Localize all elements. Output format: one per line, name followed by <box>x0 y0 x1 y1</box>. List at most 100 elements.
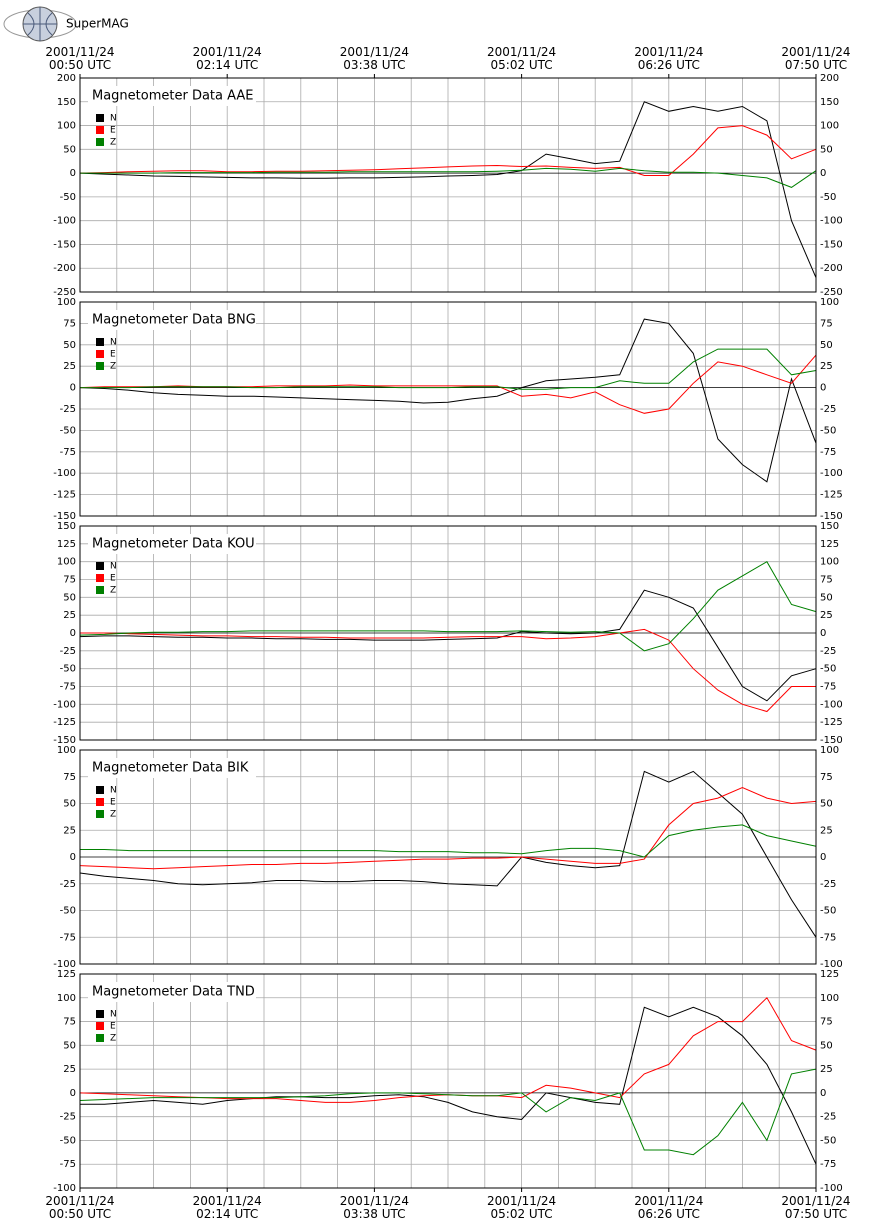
y-tick-label-right: 0 <box>820 383 826 394</box>
x-tick-label: 2001/11/24 00:50 UTC <box>45 1194 115 1221</box>
x-tick-label: 2001/11/24 06:26 UTC <box>634 45 704 72</box>
y-tick-label-right: -125 <box>820 490 843 501</box>
y-tick-label: -25 <box>60 404 76 415</box>
y-tick-label: -250 <box>53 287 76 298</box>
y-tick-label: 50 <box>63 340 76 351</box>
y-tick-label: 100 <box>57 745 76 756</box>
legend-swatch <box>96 126 104 134</box>
legend-label: N <box>110 338 117 348</box>
legend-label: N <box>110 1010 117 1020</box>
y-tick-label-right: 150 <box>820 97 839 108</box>
y-tick-label: -150 <box>53 239 76 250</box>
y-tick-label: -50 <box>60 425 76 436</box>
y-tick-label-right: -75 <box>820 932 836 943</box>
y-tick-label: 0 <box>70 852 76 863</box>
x-tick-label: 2001/11/24 03:38 UTC <box>339 1194 409 1221</box>
y-tick-label-right: 25 <box>820 825 833 836</box>
y-tick-label-right: -75 <box>820 1159 836 1170</box>
title-box <box>88 982 256 1002</box>
series-line <box>80 824 817 858</box>
y-tick-label-right: 0 <box>820 168 826 179</box>
y-tick-label-right: 100 <box>820 993 839 1004</box>
title-box <box>88 758 256 778</box>
y-tick-label: 25 <box>63 361 76 372</box>
y-tick-label-right: 50 <box>820 592 833 603</box>
legend-swatch <box>96 362 104 370</box>
legend-label: E <box>110 350 116 360</box>
y-tick-label: 150 <box>57 97 76 108</box>
legend-swatch <box>96 574 104 582</box>
y-tick-label-right: 25 <box>820 610 833 621</box>
legend-swatch <box>96 562 104 570</box>
legend-swatch <box>96 586 104 594</box>
series-line <box>80 1006 817 1165</box>
y-tick-label: 75 <box>63 318 76 329</box>
legend-swatch <box>96 138 104 146</box>
y-tick-label-right: -100 <box>820 1183 843 1194</box>
y-tick-label-right: -50 <box>820 425 836 436</box>
y-tick-label: 100 <box>57 557 76 568</box>
y-tick-label: 75 <box>63 1017 76 1028</box>
y-tick-label: 25 <box>63 1064 76 1075</box>
series-line <box>79 561 817 652</box>
y-tick-label: -100 <box>53 1183 76 1194</box>
plot-frame <box>79 525 817 741</box>
x-tick-label: 2001/11/24 03:38 UTC <box>339 45 409 72</box>
y-tick-label-right: 75 <box>820 772 833 783</box>
logo: SuperMAG <box>3 6 129 42</box>
y-tick-label-right: -250 <box>820 287 843 298</box>
y-tick-label: -200 <box>53 263 76 274</box>
y-tick-label: -25 <box>60 1112 76 1123</box>
series-line <box>79 1068 817 1156</box>
chart-title: Magnetometer Data KOU <box>92 537 255 552</box>
y-tick-label: -50 <box>60 906 76 917</box>
y-tick-label-right: -100 <box>820 216 843 227</box>
y-tick-label: -100 <box>53 216 76 227</box>
y-tick-label: 100 <box>57 121 76 132</box>
y-tick-label: -75 <box>60 682 76 693</box>
y-tick-label: -50 <box>60 664 76 675</box>
legend-swatch <box>96 1010 104 1018</box>
y-tick-label: 50 <box>63 592 76 603</box>
legend-swatch <box>96 1034 104 1042</box>
y-tick-label: -75 <box>60 447 76 458</box>
brand: SuperMAG <box>66 17 129 31</box>
y-tick-label-right: 150 <box>820 521 839 532</box>
y-tick-label: 0 <box>70 628 76 639</box>
plot-frame <box>79 301 817 517</box>
legend-label: E <box>110 574 116 584</box>
y-tick-label: 0 <box>70 168 76 179</box>
title-box <box>88 310 256 330</box>
legend-swatch <box>96 1022 104 1030</box>
y-tick-label-right: 200 <box>820 73 839 84</box>
series-line <box>79 125 817 176</box>
y-tick-label: 25 <box>63 610 76 621</box>
y-tick-label-right: -25 <box>820 404 836 415</box>
y-tick-label-right: -125 <box>820 717 843 728</box>
y-tick-label: 100 <box>57 993 76 1004</box>
y-tick-label-right: 75 <box>820 318 833 329</box>
legend-swatch <box>96 338 104 346</box>
y-tick-label-right: 75 <box>820 575 833 586</box>
y-tick-label: -100 <box>53 468 76 479</box>
x-tick-label: 2001/11/24 05:02 UTC <box>487 1194 557 1221</box>
title-box <box>88 534 256 554</box>
y-tick-label: 0 <box>70 1088 76 1099</box>
y-tick-label-right: 0 <box>820 1088 826 1099</box>
y-tick-label: 50 <box>63 799 76 810</box>
y-tick-label: 75 <box>63 575 76 586</box>
y-tick-label: 0 <box>70 383 76 394</box>
legend-label: Z <box>110 810 116 820</box>
y-tick-label: -100 <box>53 959 76 970</box>
y-tick-label: 50 <box>63 144 76 155</box>
x-tick-label: 2001/11/24 07:50 UTC <box>781 1194 851 1221</box>
y-tick-label: 75 <box>63 772 76 783</box>
y-tick-label-right: -150 <box>820 735 843 746</box>
x-tick-label: 2001/11/24 05:02 UTC <box>487 45 557 72</box>
y-tick-label-right: -25 <box>820 646 836 657</box>
y-tick-label-right: -100 <box>820 959 843 970</box>
y-tick-label-right: -50 <box>820 906 836 917</box>
y-tick-label-right: -75 <box>820 682 836 693</box>
series-line <box>79 318 817 483</box>
